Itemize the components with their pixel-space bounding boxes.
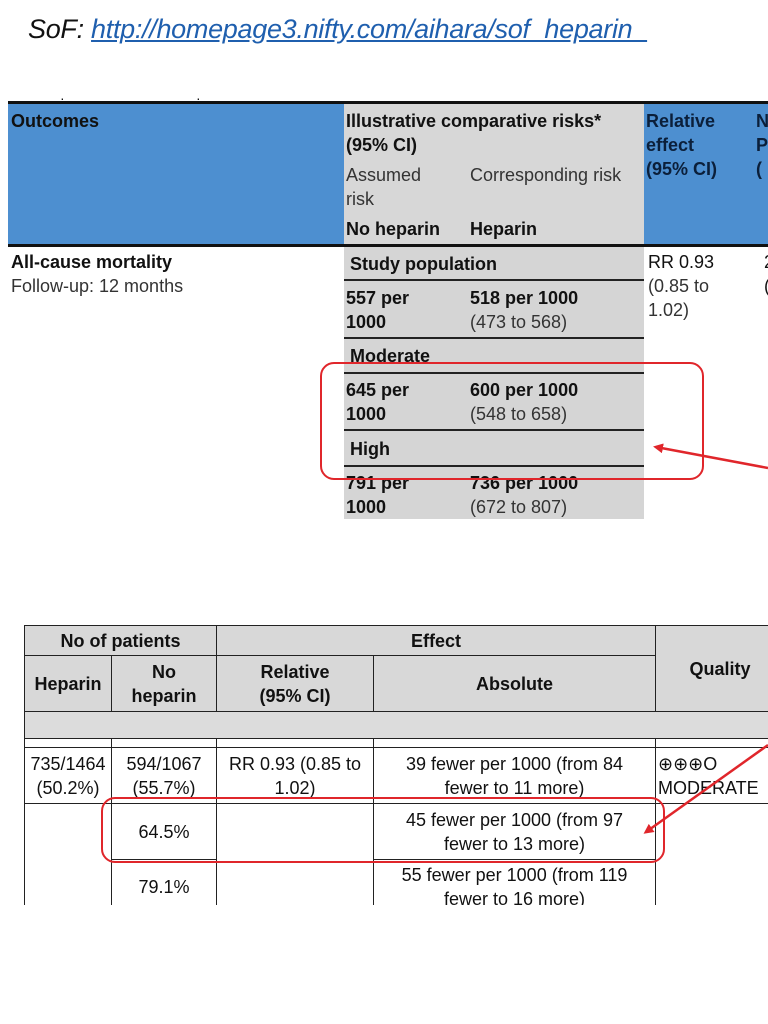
clipped-cell: ( — [764, 274, 768, 298]
corresponding-risk: 518 per 1000 — [470, 288, 579, 308]
absolute-effect: 55 fewer per 1000 (from 119 fewer to 16 m… — [372, 859, 657, 905]
heparin-events: 735/1464 (50.2%) — [24, 747, 112, 804]
header-heparin: Heparin — [24, 655, 112, 712]
outcome-followup: Follow-up: 12 months — [11, 276, 184, 296]
quality-rating: ⊕⊕⊕O MODERATE — [655, 747, 768, 804]
no-heparin-risk: 79.1% — [111, 859, 217, 905]
title-prefix: SoF: — [28, 14, 92, 44]
spacer — [372, 738, 657, 748]
no-heparin-events: 594/1067 (55.7%) — [111, 747, 217, 804]
source-link[interactable]: http://homepage3.nifty.com/aihara/sof_he… — [91, 14, 648, 44]
group-rule — [344, 465, 644, 467]
header-cell-outcomes — [8, 104, 344, 244]
corresponding-risk-ci: (672 to 807) — [470, 497, 568, 517]
assumed-risk: 557 per — [346, 288, 410, 308]
header-absolute: Absolute — [372, 655, 657, 712]
header-quality: Quality — [655, 625, 768, 712]
group-rule — [344, 337, 644, 339]
group-rule — [344, 372, 644, 374]
relative-effect-value: RR 0.93 — [648, 252, 715, 272]
clipped-cell: 2 — [764, 250, 768, 274]
assumed-risk: 1000 — [346, 312, 387, 332]
empty-cell — [24, 803, 112, 860]
header-clipped: P — [756, 135, 768, 155]
spacer — [655, 738, 768, 748]
header-no-of-patients: No of patients — [24, 625, 217, 656]
corresponding-risk-ci: (473 to 568) — [470, 312, 568, 332]
corresponding-risk: 600 per 1000 — [470, 380, 579, 400]
no-heparin-risk: 64.5% — [111, 803, 217, 860]
stray-mark: · — [196, 90, 201, 106]
header-risks-ci: (95% CI) — [346, 135, 418, 155]
table-top-rule — [8, 101, 768, 104]
relative-effect-ci: 1.02) — [648, 300, 690, 320]
spacer — [216, 738, 374, 748]
header-effect: Effect — [215, 625, 657, 656]
header-corresponding: Corresponding risk — [470, 165, 622, 185]
header-relative: Relative — [646, 111, 716, 131]
risk-body-background — [344, 247, 644, 519]
corresponding-risk-ci: (548 to 658) — [470, 404, 568, 424]
header-risks-title: Illustrative comparative risks* — [346, 111, 602, 131]
header-no-heparin: No heparin — [111, 655, 217, 712]
header-relative-ci: (95% CI) — [646, 159, 718, 179]
spacer — [24, 738, 112, 748]
group-rule — [344, 279, 644, 281]
empty-cell — [216, 803, 374, 860]
header-assumed: Assumed — [346, 165, 422, 185]
empty-cell — [24, 859, 112, 905]
assumed-risk: 1000 — [346, 404, 387, 424]
header-relative: Relative (95% CI) — [216, 655, 374, 712]
group-label-moderate: Moderate — [350, 346, 431, 366]
header-bottom-rule — [8, 244, 768, 247]
absolute-effect: 39 fewer per 1000 (from 84 fewer to 11 mo… — [372, 747, 657, 804]
header-clipped: ( — [756, 159, 762, 179]
evidence-profile-table: No of patients Effect Quality Heparin No… — [24, 625, 768, 905]
header-no-heparin: No heparin — [346, 219, 441, 239]
spacer — [111, 738, 217, 748]
empty-cell — [655, 803, 768, 860]
section-band — [24, 711, 768, 739]
outcome-name: All-cause mortality — [11, 252, 173, 272]
header-clipped: N — [756, 111, 768, 131]
group-label-study-population: Study population — [350, 254, 497, 274]
header-heparin: Heparin — [470, 219, 538, 239]
header-cell-relative — [644, 104, 768, 244]
stray-mark: · — [60, 90, 65, 106]
group-label-high: High — [350, 439, 390, 459]
header-cell-risks — [344, 104, 644, 244]
corresponding-risk: 736 per 1000 — [470, 473, 579, 493]
header-effect: effect — [646, 135, 695, 155]
assumed-risk: 1000 — [346, 497, 387, 517]
empty-cell — [216, 859, 374, 905]
slide-title: SoF: http://homepage3.nifty.com/aihara/s… — [28, 14, 647, 45]
group-rule — [344, 429, 644, 431]
absolute-effect: 45 fewer per 1000 (from 97 fewer to 13 mo… — [372, 803, 657, 860]
relative-effect-ci: (0.85 to — [648, 276, 710, 296]
empty-cell — [655, 859, 768, 905]
header-assumed-risk: risk — [346, 189, 374, 209]
header-outcomes: Outcomes — [11, 111, 100, 131]
relative-effect: RR 0.93 (0.85 to 1.02) — [216, 747, 374, 804]
assumed-risk: 645 per — [346, 380, 410, 400]
summary-of-findings-table: Outcomes Illustrative comparative risks*… — [8, 101, 768, 521]
assumed-risk: 791 per — [346, 473, 410, 493]
